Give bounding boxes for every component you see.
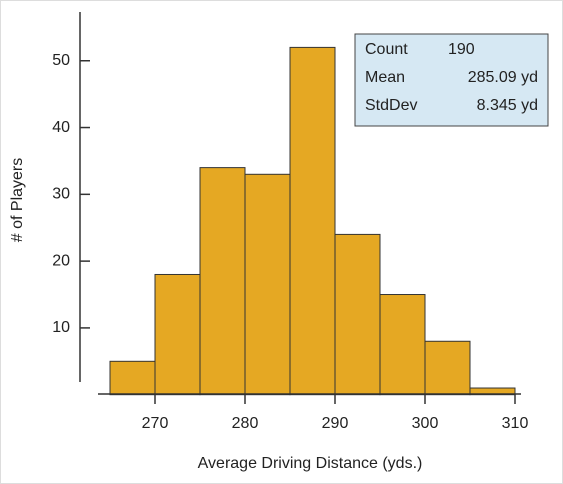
- y-tick-label: 40: [52, 119, 70, 136]
- x-tick-label: 270: [142, 415, 169, 432]
- stats-value: 285.09 yd: [468, 69, 538, 86]
- y-tick-label: 30: [52, 186, 70, 203]
- x-tick-label: 290: [322, 415, 349, 432]
- stats-label: StdDev: [365, 97, 417, 114]
- y-tick-label: 20: [52, 252, 70, 269]
- y-axis-label: # of Players: [9, 158, 26, 242]
- bar: [424, 340, 471, 396]
- y-tick-label: 50: [52, 52, 70, 69]
- bar: [289, 46, 336, 396]
- bar: [109, 360, 156, 396]
- stats-value: 8.345 yd: [477, 97, 538, 114]
- x-tick-label: 300: [412, 415, 439, 432]
- bar: [199, 167, 246, 396]
- bar: [154, 273, 201, 396]
- y-tick-label: 10: [52, 319, 70, 336]
- bar: [334, 233, 381, 396]
- x-tick-label: 280: [232, 415, 259, 432]
- stats-value: 190: [448, 41, 475, 58]
- x-axis-label: Average Driving Distance (yds.): [198, 455, 423, 472]
- x-tick-label: 310: [502, 415, 529, 432]
- stats-label: Count: [365, 41, 408, 58]
- stats-box: [354, 33, 549, 127]
- stats-label: Mean: [365, 69, 405, 86]
- bar: [244, 173, 291, 396]
- bar: [379, 294, 426, 396]
